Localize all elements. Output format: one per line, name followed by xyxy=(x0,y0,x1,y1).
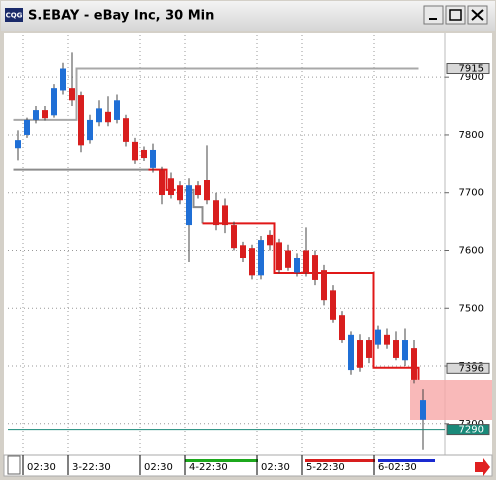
y-tick-label: 7900 xyxy=(459,72,484,83)
session-bar xyxy=(305,459,375,462)
candle-body xyxy=(141,149,147,159)
candle-body xyxy=(114,100,120,120)
candle-body xyxy=(366,340,372,358)
candle-body xyxy=(330,290,336,320)
candle-body xyxy=(357,340,363,368)
maximize-button[interactable] xyxy=(445,5,466,25)
candle-body xyxy=(420,400,426,420)
price-tag-label: 7915 xyxy=(459,64,484,75)
candle-body xyxy=(78,95,84,146)
x-tick-label: 02:30 xyxy=(27,462,56,473)
candle-body xyxy=(195,185,201,196)
minimize-button[interactable] xyxy=(423,5,444,25)
scroll-box[interactable] xyxy=(7,455,21,475)
y-tick-label: 7700 xyxy=(459,188,484,199)
candle-body xyxy=(96,108,102,123)
candle-body xyxy=(186,185,192,226)
candle-body xyxy=(384,334,390,345)
x-tick-label: 6-02:30 xyxy=(378,462,417,473)
candle-body xyxy=(24,119,30,135)
candle-body xyxy=(231,225,237,249)
candle-body xyxy=(321,270,327,301)
candle-body xyxy=(312,255,318,280)
candle-body xyxy=(42,110,48,119)
app-icon xyxy=(5,8,23,22)
x-tick-label: 02:30 xyxy=(144,462,173,473)
candle-body xyxy=(69,88,75,101)
candle-body xyxy=(159,170,165,196)
indicator-line xyxy=(13,67,419,121)
candle-body xyxy=(303,250,309,273)
candle-body xyxy=(123,118,129,142)
x-tick-label: 4-22:30 xyxy=(189,462,228,473)
candle-body xyxy=(105,111,111,123)
y-tick-label: 7800 xyxy=(459,130,484,141)
candle-body xyxy=(168,178,174,196)
candle-body xyxy=(249,248,255,276)
candle-body xyxy=(411,348,417,380)
y-tick-label: 7600 xyxy=(459,245,484,256)
window-title: S.EBAY - eBay Inc, 30 Min xyxy=(28,9,214,24)
candle-body xyxy=(375,329,381,345)
candle-body xyxy=(258,240,264,276)
candle-body xyxy=(15,140,21,149)
price-tag xyxy=(446,362,490,374)
candle-body xyxy=(60,68,66,91)
candle-body xyxy=(285,250,291,268)
y-tick-label: 7500 xyxy=(459,303,484,314)
scroll-arrow[interactable] xyxy=(475,458,490,476)
candle-body xyxy=(393,340,399,358)
candle-body xyxy=(267,234,273,246)
session-bar xyxy=(378,459,435,462)
candle-body xyxy=(51,88,57,116)
candle-body xyxy=(348,334,354,371)
candle-body xyxy=(294,257,300,273)
candle-body xyxy=(276,242,282,271)
candle-body xyxy=(402,340,408,361)
title-bar[interactable] xyxy=(1,1,495,31)
candle-body xyxy=(177,185,183,201)
candle-body xyxy=(204,180,210,201)
candle-body xyxy=(87,119,93,141)
price-tag-label: 7396 xyxy=(459,363,484,374)
close-button[interactable] xyxy=(467,5,488,25)
candle-body xyxy=(213,200,219,226)
candle-body xyxy=(222,205,228,226)
x-tick-label: 02:30 xyxy=(261,462,290,473)
x-tick-label: 5-22:30 xyxy=(306,462,345,473)
candle-body xyxy=(132,141,138,161)
app-icon-text: CQG xyxy=(6,12,23,20)
price-tag-label: 7290 xyxy=(459,425,484,436)
price-tag xyxy=(446,63,490,75)
candle-body xyxy=(240,245,246,258)
candle-body xyxy=(33,110,39,120)
candle-body xyxy=(339,315,345,341)
session-bar xyxy=(185,459,258,462)
x-tick-label: 3-22:30 xyxy=(72,462,111,473)
price-tag xyxy=(446,424,490,436)
candle-body xyxy=(150,149,156,168)
